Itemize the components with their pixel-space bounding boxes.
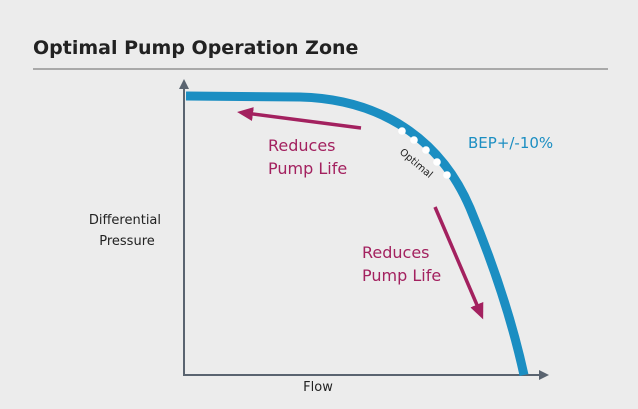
title: Optimal Pump Operation Zone [33, 37, 358, 59]
arrow-down [433, 206, 484, 320]
dot [398, 127, 406, 135]
y-axis-label-line: Pressure [99, 234, 155, 249]
dot [410, 136, 418, 144]
annotation-line: Reduces [362, 243, 430, 262]
y-axis-label: Differential Pressure [89, 213, 165, 249]
arrow-left [237, 107, 362, 130]
x-axis-label: Flow [303, 380, 333, 395]
pump-curve [185, 91, 529, 376]
annotation-line: Reduces [268, 136, 336, 155]
annotation: Reduces Pump Life [268, 136, 347, 178]
dot [422, 146, 430, 154]
dot [433, 158, 441, 166]
zone-label: BEP+/-10% [468, 134, 553, 152]
annotation-line: Pump Life [268, 159, 347, 178]
annotation-line: Pump Life [362, 266, 441, 285]
optimal-dots [398, 127, 451, 179]
annotation: Reduces Pump Life [362, 243, 441, 285]
dot [443, 171, 451, 179]
y-axis-label-line: Differential [89, 213, 161, 228]
